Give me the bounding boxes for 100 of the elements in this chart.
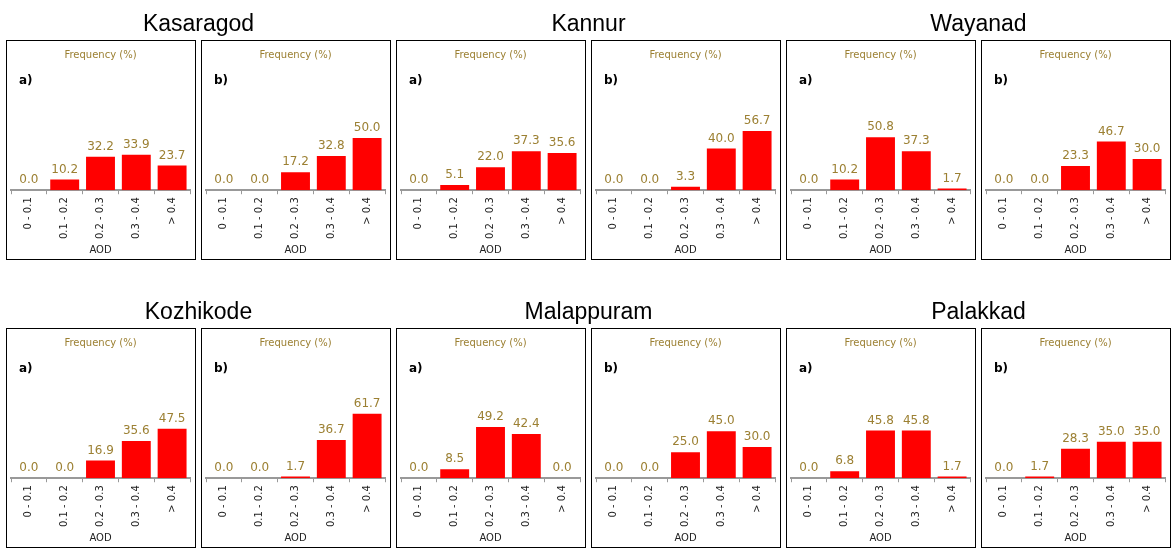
text: b) — [214, 73, 229, 88]
data-label: 0.0 — [640, 460, 660, 475]
x-axis-title: AOD — [1064, 243, 1087, 255]
data-label: 0.0 — [214, 460, 234, 475]
x-tick-label: 0.2 - 0.3 — [1069, 485, 1081, 528]
x-tick-label: > 0.4 — [945, 485, 957, 513]
x-tick-label: 0 - 0.1 — [22, 197, 34, 230]
chart-subtitle: Frequency (%) — [64, 336, 137, 348]
chart-title: Kannur — [550, 9, 627, 38]
bar — [157, 165, 187, 191]
data-label: 3.3 — [675, 168, 696, 183]
chart-subtitle: Frequency (%) — [844, 48, 917, 60]
x-axis-title: AOD — [479, 531, 502, 543]
x-axis-title: AOD — [869, 243, 892, 255]
chart-subtitle: Frequency (%) — [1039, 336, 1112, 348]
chart-subtitle: Frequency (%) — [454, 336, 527, 348]
x-tick-label: 0 - 0.1 — [217, 197, 229, 230]
data-label: 25.0 — [672, 434, 699, 449]
chart-subtitle: Frequency (%) — [64, 48, 137, 60]
data-label: 0.0 — [19, 172, 39, 187]
x-tick-label: 0.1 - 0.2 — [643, 485, 655, 528]
x-tick-label: > 0.4 — [555, 197, 567, 225]
data-label: 35.0 — [1133, 423, 1161, 438]
bar — [547, 153, 577, 191]
x-tick-label: 0 - 0.1 — [607, 485, 619, 518]
data-label: 23.3 — [1062, 148, 1089, 163]
data-label: 0.0 — [409, 172, 429, 187]
data-label: 23.7 — [158, 147, 186, 162]
x-tick-label: > 0.4 — [360, 197, 372, 225]
x-tick-label: 0 - 0.1 — [997, 197, 1009, 230]
data-label: 33.9 — [122, 136, 150, 151]
text: a) — [799, 73, 813, 88]
chart-subtitle: Frequency (%) — [454, 48, 527, 60]
data-label: 56.7 — [743, 113, 771, 128]
x-tick-label: 0.1 - 0.2 — [838, 485, 850, 528]
data-label: 35.6 — [548, 135, 576, 150]
data-label: 0.0 — [250, 172, 270, 187]
data-label: 0.0 — [799, 172, 819, 187]
data-label: 0.0 — [994, 460, 1014, 475]
data-label: 37.3 — [902, 133, 930, 148]
x-tick-label: 0.3 - 0.4 — [324, 485, 336, 528]
data-label: 0.0 — [552, 460, 572, 475]
x-tick-label: 0.1 - 0.2 — [253, 485, 265, 528]
data-label: 1.7 — [942, 458, 962, 473]
x-tick-label: 0 - 0.1 — [412, 485, 424, 518]
x-tick-label: > 0.4 — [555, 485, 567, 513]
x-tick-label: 0.2 - 0.3 — [679, 197, 691, 240]
x-tick-label: 0 - 0.1 — [412, 197, 424, 230]
data-label: 16.9 — [87, 442, 114, 457]
chart-title: Kozhikode — [143, 297, 254, 326]
data-label: 0.0 — [214, 172, 234, 187]
x-tick-label: > 0.4 — [750, 485, 762, 513]
data-label: 28.3 — [1062, 430, 1089, 445]
text: a) — [409, 73, 423, 88]
data-label: 37.3 — [512, 133, 540, 148]
data-label: 1.7 — [285, 458, 306, 473]
text: b) — [604, 361, 619, 376]
data-label: 50.0 — [353, 120, 381, 135]
data-label: 0.0 — [409, 460, 429, 475]
x-tick-label: 0.1 - 0.2 — [58, 197, 70, 240]
data-label: 49.2 — [477, 409, 504, 424]
data-label: 17.2 — [282, 154, 309, 169]
data-label: 1.7 — [1030, 458, 1050, 473]
chart-title: Malappuram — [523, 297, 654, 326]
data-label: 35.0 — [1097, 423, 1125, 438]
x-tick-label: 0.2 - 0.3 — [679, 485, 691, 528]
bar — [50, 179, 80, 191]
text: a) — [19, 73, 33, 88]
data-label: 0.0 — [604, 460, 624, 475]
x-tick-label: > 0.4 — [1140, 485, 1152, 513]
bar — [440, 184, 470, 191]
x-axis-title: AOD — [869, 531, 892, 543]
chart-title: Kasaragod — [141, 9, 256, 38]
x-tick-label: > 0.4 — [945, 197, 957, 225]
x-axis-title: AOD — [479, 243, 502, 255]
bar — [121, 154, 151, 191]
x-tick-label: > 0.4 — [165, 197, 177, 225]
x-axis-title: AOD — [284, 531, 307, 543]
x-axis-title: AOD — [674, 243, 697, 255]
data-label: 45.8 — [902, 412, 930, 427]
x-tick-label: 0.3 - 0.4 — [1104, 197, 1116, 240]
x-axis-title: AOD — [1064, 531, 1087, 543]
x-tick-label: 0.3 - 0.4 — [519, 485, 531, 528]
x-tick-label: 0 - 0.1 — [607, 197, 619, 230]
x-tick-label: 0 - 0.1 — [217, 485, 229, 518]
x-axis-title: AOD — [89, 531, 112, 543]
data-label: 5.1 — [445, 167, 465, 182]
x-tick-label: > 0.4 — [165, 485, 177, 513]
x-tick-label: > 0.4 — [360, 485, 372, 513]
data-label: 0.0 — [55, 460, 75, 475]
x-tick-label: 0.2 - 0.3 — [94, 197, 106, 240]
x-tick-label: 0.2 - 0.3 — [484, 485, 496, 528]
chart-subtitle: Frequency (%) — [649, 336, 722, 348]
x-tick-label: 0.3 - 0.4 — [909, 485, 921, 528]
data-label: 30.0 — [743, 429, 771, 444]
x-tick-label: 0.1 - 0.2 — [253, 197, 265, 240]
chart-title: Palakkad — [930, 297, 1027, 326]
data-label: 32.2 — [87, 138, 114, 153]
text: a) — [799, 361, 813, 376]
chart-subtitle: Frequency (%) — [259, 48, 332, 60]
